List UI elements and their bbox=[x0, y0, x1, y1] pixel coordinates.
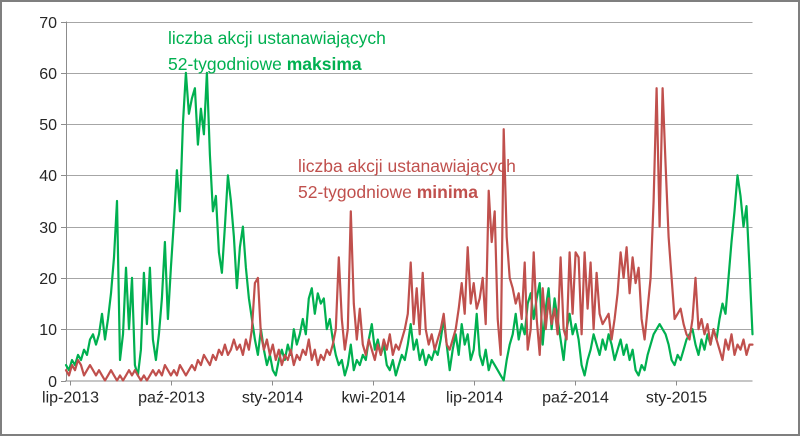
y-axis-label-50: 50 bbox=[39, 117, 57, 134]
x-axis-label-kwi-2014: kwi-2014 bbox=[341, 390, 405, 407]
y-axis-label-40: 40 bbox=[39, 168, 57, 185]
x-axis-label-lip-2013: lip-2013 bbox=[42, 390, 99, 407]
y-axis-label-30: 30 bbox=[39, 220, 57, 237]
series-label-minima-line2: 52-tygodniowe minima bbox=[298, 182, 478, 202]
y-axis-label-20: 20 bbox=[39, 271, 57, 288]
x-axis-label-lip-2014: lip-2014 bbox=[446, 390, 503, 407]
series-label-minima: liczba akcji ustanawiających 52-tygodnio… bbox=[298, 153, 516, 205]
series-line-minima bbox=[64, 87, 754, 382]
y-axis-label-10: 10 bbox=[39, 322, 57, 339]
y-axis-label-0: 0 bbox=[48, 374, 57, 391]
series-label-minima-line1: liczba akcji ustanawiających bbox=[298, 156, 516, 176]
x-axis-label-sty-2014: sty-2014 bbox=[242, 390, 303, 407]
y-axis-label-70: 70 bbox=[39, 15, 57, 32]
series-label-maxima: liczba akcji ustanawiających 52-tygodnio… bbox=[168, 25, 386, 77]
series-label-maxima-line1: liczba akcji ustanawiających bbox=[168, 28, 386, 48]
series-label-maxima-line2: 52-tygodniowe maksima bbox=[168, 54, 362, 74]
x-axis-label-paź-2014: paź-2014 bbox=[542, 390, 609, 407]
x-axis-label-sty-2015: sty-2015 bbox=[646, 390, 707, 407]
x-axis-label-paź-2013: paź-2013 bbox=[138, 390, 205, 407]
series-line-maxima bbox=[64, 71, 754, 382]
y-axis-label-60: 60 bbox=[39, 66, 57, 83]
